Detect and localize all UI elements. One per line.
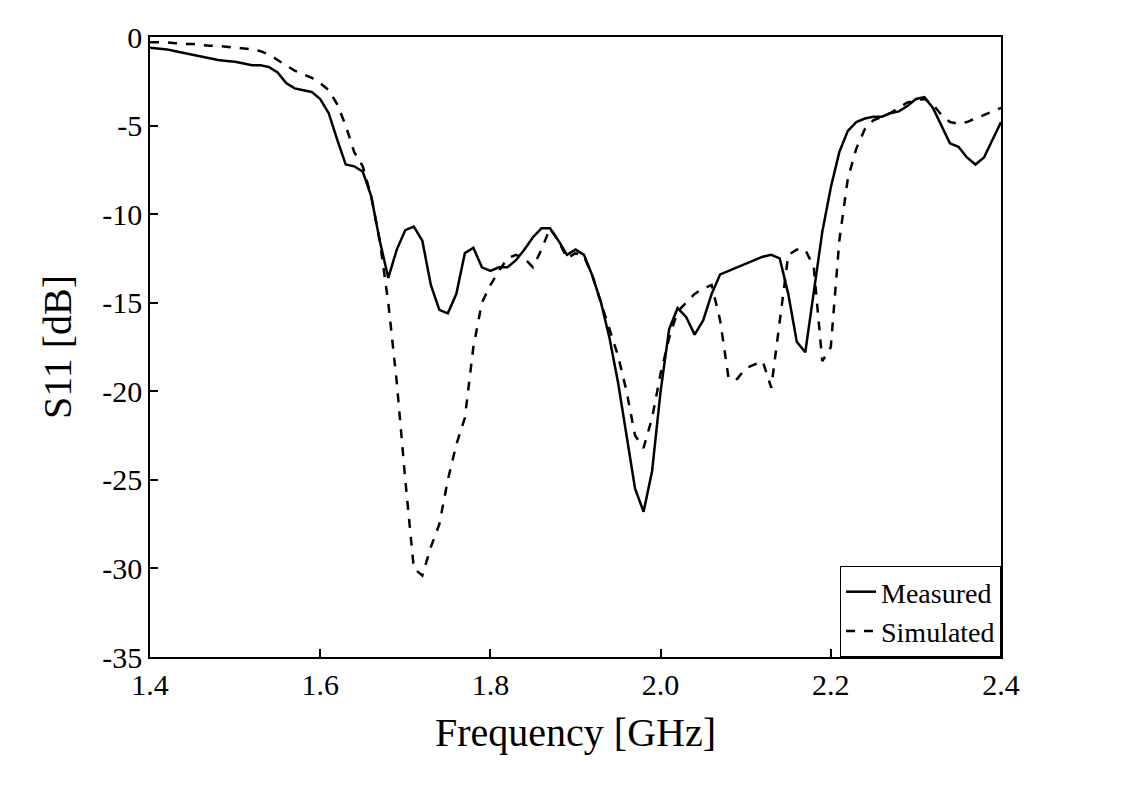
svg-text:0: 0 <box>127 21 142 54</box>
svg-text:-5: -5 <box>117 109 142 142</box>
svg-text:1.8: 1.8 <box>472 668 510 701</box>
svg-text:1.6: 1.6 <box>301 668 339 701</box>
svg-text:-25: -25 <box>102 463 142 496</box>
svg-text:1.4: 1.4 <box>131 668 169 701</box>
svg-text:-15: -15 <box>102 286 142 319</box>
svg-text:Simulated: Simulated <box>881 617 995 648</box>
svg-text:Frequency [GHz]: Frequency [GHz] <box>435 710 716 755</box>
svg-text:-10: -10 <box>102 198 142 231</box>
svg-text:-35: -35 <box>102 641 142 674</box>
svg-text:2.0: 2.0 <box>642 668 680 701</box>
svg-text:2.4: 2.4 <box>982 668 1020 701</box>
svg-text:Measured: Measured <box>881 578 991 609</box>
svg-text:2.2: 2.2 <box>812 668 850 701</box>
svg-text:-20: -20 <box>102 375 142 408</box>
svg-text:S11 [dB]: S11 [dB] <box>35 275 80 419</box>
svg-text:-30: -30 <box>102 552 142 585</box>
